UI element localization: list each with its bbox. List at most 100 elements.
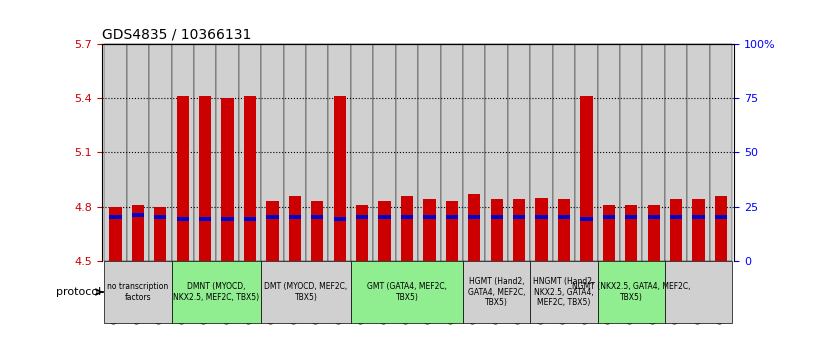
FancyBboxPatch shape (575, 44, 597, 261)
Bar (356, 215, 368, 219)
Bar (558, 215, 570, 219)
Bar (670, 199, 682, 261)
Bar (625, 215, 637, 219)
Bar (266, 215, 278, 219)
Bar (692, 215, 705, 219)
Bar (379, 215, 391, 219)
Text: no transcription
factors: no transcription factors (107, 282, 169, 302)
FancyBboxPatch shape (261, 261, 351, 323)
Text: protocol: protocol (56, 287, 101, 297)
Bar (513, 199, 526, 261)
Bar (468, 215, 481, 219)
Bar (648, 205, 660, 261)
Bar (131, 213, 144, 217)
FancyBboxPatch shape (216, 44, 239, 261)
Bar (446, 201, 458, 261)
FancyBboxPatch shape (620, 44, 642, 261)
Bar (468, 194, 481, 261)
Bar (109, 215, 122, 219)
FancyBboxPatch shape (665, 261, 732, 323)
Bar (334, 217, 346, 221)
FancyBboxPatch shape (171, 44, 194, 261)
FancyBboxPatch shape (687, 44, 710, 261)
FancyBboxPatch shape (463, 44, 486, 261)
Bar (334, 96, 346, 261)
FancyBboxPatch shape (597, 44, 620, 261)
FancyBboxPatch shape (351, 44, 374, 261)
Text: DMT (MYOCD, MEF2C,
TBX5): DMT (MYOCD, MEF2C, TBX5) (264, 282, 348, 302)
FancyBboxPatch shape (284, 44, 306, 261)
Text: GDS4835 / 10366131: GDS4835 / 10366131 (102, 27, 251, 41)
FancyBboxPatch shape (508, 44, 530, 261)
FancyBboxPatch shape (306, 44, 329, 261)
FancyBboxPatch shape (104, 261, 171, 323)
Bar (244, 217, 256, 221)
FancyBboxPatch shape (149, 44, 171, 261)
FancyBboxPatch shape (463, 261, 530, 323)
Bar (648, 215, 660, 219)
Bar (535, 197, 548, 261)
FancyBboxPatch shape (530, 44, 552, 261)
FancyBboxPatch shape (597, 261, 665, 323)
Bar (670, 215, 682, 219)
FancyBboxPatch shape (710, 44, 732, 261)
Bar (558, 199, 570, 261)
Bar (490, 199, 503, 261)
Bar (603, 205, 615, 261)
Bar (176, 217, 188, 221)
Bar (221, 98, 233, 261)
Text: DMNT (MYOCD,
NKX2.5, MEF2C, TBX5): DMNT (MYOCD, NKX2.5, MEF2C, TBX5) (173, 282, 259, 302)
Bar (401, 215, 413, 219)
Bar (199, 217, 211, 221)
Bar (715, 215, 727, 219)
Bar (221, 217, 233, 221)
FancyBboxPatch shape (329, 44, 351, 261)
FancyBboxPatch shape (261, 44, 284, 261)
Bar (289, 196, 301, 261)
Bar (424, 215, 436, 219)
Bar (154, 207, 166, 261)
Bar (244, 96, 256, 261)
FancyBboxPatch shape (126, 44, 149, 261)
FancyBboxPatch shape (642, 44, 665, 261)
Text: HNGMT (Hand2,
NKX2.5, GATA4,
MEF2C, TBX5): HNGMT (Hand2, NKX2.5, GATA4, MEF2C, TBX5… (534, 277, 595, 307)
FancyBboxPatch shape (441, 44, 463, 261)
Bar (154, 215, 166, 219)
Bar (176, 96, 188, 261)
Text: NGMT (NKX2.5, GATA4, MEF2C,
TBX5): NGMT (NKX2.5, GATA4, MEF2C, TBX5) (572, 282, 690, 302)
Bar (692, 199, 705, 261)
Bar (379, 201, 391, 261)
Bar (199, 96, 211, 261)
FancyBboxPatch shape (104, 44, 126, 261)
Bar (424, 199, 436, 261)
Bar (401, 196, 413, 261)
FancyBboxPatch shape (418, 44, 441, 261)
Bar (266, 201, 278, 261)
Text: GMT (GATA4, MEF2C,
TBX5): GMT (GATA4, MEF2C, TBX5) (367, 282, 447, 302)
FancyBboxPatch shape (665, 44, 687, 261)
Text: HGMT (Hand2,
GATA4, MEF2C,
TBX5): HGMT (Hand2, GATA4, MEF2C, TBX5) (468, 277, 526, 307)
FancyBboxPatch shape (530, 261, 597, 323)
Bar (513, 215, 526, 219)
Bar (311, 215, 323, 219)
Bar (580, 217, 592, 221)
Bar (490, 215, 503, 219)
Bar (131, 205, 144, 261)
Bar (603, 215, 615, 219)
Bar (311, 201, 323, 261)
Bar (580, 96, 592, 261)
Bar (535, 215, 548, 219)
Bar (109, 207, 122, 261)
FancyBboxPatch shape (396, 44, 418, 261)
Bar (446, 215, 458, 219)
Bar (289, 215, 301, 219)
Bar (715, 196, 727, 261)
Bar (356, 205, 368, 261)
FancyBboxPatch shape (351, 261, 463, 323)
FancyBboxPatch shape (171, 261, 261, 323)
FancyBboxPatch shape (552, 44, 575, 261)
FancyBboxPatch shape (194, 44, 216, 261)
Bar (625, 205, 637, 261)
FancyBboxPatch shape (374, 44, 396, 261)
FancyBboxPatch shape (486, 44, 508, 261)
